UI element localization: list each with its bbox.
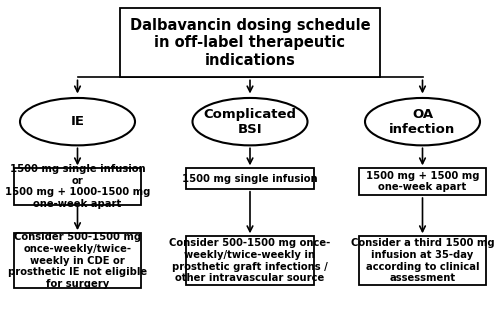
FancyBboxPatch shape: [14, 168, 141, 205]
FancyBboxPatch shape: [186, 236, 314, 285]
Text: Consider 500-1500 mg
once-weekly/twice-
weekly in CDE or
prosthetic IE not eligi: Consider 500-1500 mg once-weekly/twice- …: [8, 233, 147, 289]
FancyBboxPatch shape: [359, 168, 486, 195]
Text: Consider 500-1500 mg once-
weekly/twice-weekly in
prosthetic graft infections /
: Consider 500-1500 mg once- weekly/twice-…: [170, 238, 330, 283]
FancyBboxPatch shape: [120, 8, 380, 77]
Text: 1500 mg single infusion: 1500 mg single infusion: [182, 173, 318, 184]
Text: OA
infection: OA infection: [390, 108, 456, 136]
FancyBboxPatch shape: [186, 168, 314, 189]
Text: IE: IE: [70, 115, 85, 128]
Ellipse shape: [192, 98, 308, 145]
FancyBboxPatch shape: [359, 236, 486, 285]
Text: 1500 mg + 1500 mg
one-week apart: 1500 mg + 1500 mg one-week apart: [366, 171, 479, 192]
Text: 1500 mg single infusion
or
1500 mg + 1000-1500 mg
one-week apart: 1500 mg single infusion or 1500 mg + 100…: [5, 164, 150, 209]
FancyBboxPatch shape: [14, 233, 141, 288]
Ellipse shape: [20, 98, 135, 145]
Text: Consider a third 1500 mg
infusion at 35-day
according to clinical
assessment: Consider a third 1500 mg infusion at 35-…: [350, 238, 494, 283]
Text: Dalbavancin dosing schedule
in off-label therapeutic
indications: Dalbavancin dosing schedule in off-label…: [130, 18, 370, 68]
Ellipse shape: [365, 98, 480, 145]
Text: Complicated
BSI: Complicated BSI: [204, 108, 296, 136]
